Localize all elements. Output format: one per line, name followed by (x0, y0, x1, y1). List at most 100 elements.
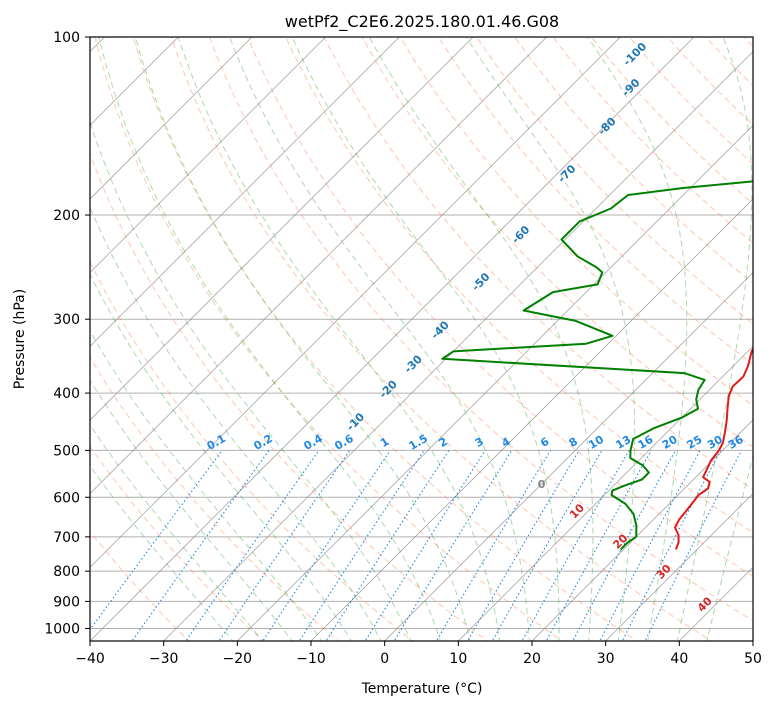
mixing-ratio-line (325, 450, 450, 641)
isotherm-line (0, 10, 58, 653)
moist-adiabat-line (90, 329, 323, 641)
isotherm-line (90, 37, 327, 274)
y-tick-label: 300 (53, 312, 80, 328)
mixing-ratio-line (90, 450, 223, 631)
y-tick-label: 200 (53, 208, 80, 224)
dry-adiabat-label: 40 (695, 594, 715, 614)
isotherm-line (752, 640, 753, 641)
isobar-grid (90, 37, 753, 629)
moist-adiabat-line (586, 37, 688, 641)
mixing-ratio-line (545, 450, 652, 641)
moist-adiabat-label: -30 (402, 352, 425, 375)
x-axis-label: Temperature (°C) (361, 681, 483, 697)
moist-adiabat-line (90, 206, 382, 641)
dry-adiabat-line (437, 37, 753, 365)
moist-adiabat-label: -60 (509, 223, 532, 246)
moist-adiabat-label: -10 (344, 410, 367, 433)
mixing-ratio-label: 6 (538, 435, 551, 450)
isotherm-label: 0 (538, 478, 546, 491)
mixing-ratio-label: 1 (378, 435, 391, 450)
moist-adiabat-line (90, 379, 293, 641)
isotherm-line (236, 124, 753, 641)
x-tick-label: −30 (149, 651, 179, 667)
mixing-ratio-label: 4 (499, 435, 512, 450)
x-tick-label: −10 (296, 651, 326, 667)
mixing-ratio-label: 0.6 (332, 432, 356, 453)
x-tick-label: 40 (670, 651, 688, 667)
dry-adiabat-line (514, 37, 753, 284)
moist-adiabat-line (706, 454, 753, 641)
y-axis: 100 200 300 400 500 600 700 800 900 1000 (44, 30, 90, 637)
isotherm-line (90, 37, 179, 126)
mixing-ratio-label: 10 (586, 433, 606, 452)
moist-adiabat-line (465, 37, 636, 641)
y-tick-label: 500 (53, 443, 80, 459)
isotherm-line (90, 37, 400, 347)
moist-adiabat-label: -90 (619, 76, 642, 99)
isotherm-line (90, 37, 621, 568)
mixing-ratio-label: 1.5 (407, 432, 430, 453)
dewpoint-profile (441, 180, 753, 551)
mixing-ratio-label: 0.2 (252, 432, 275, 453)
moist-adiabat-line (291, 37, 560, 641)
dry-adiabat-line (361, 37, 753, 448)
moist-adiabat-label: -20 (377, 377, 400, 400)
y-tick-label: 700 (53, 530, 80, 546)
x-tick-label: 0 (380, 651, 389, 667)
mixing-ratio-line (185, 450, 320, 641)
mixing-ratio-label: 2 (437, 435, 450, 450)
mixing-ratio-label: 25 (685, 433, 705, 452)
x-axis: −40 −30 −20 −10 0 10 20 30 40 50 (75, 641, 762, 667)
moist-adiabat-line (676, 37, 753, 641)
mixing-ratio-line (644, 450, 742, 641)
dry-adiabat-line (90, 445, 265, 641)
isotherm-line (531, 419, 753, 641)
y-tick-label: 600 (53, 490, 80, 506)
y-tick-label: 800 (53, 564, 80, 580)
plot-area: 0.1 0.2 0.4 0.6 1 1.5 2 3 4 6 8 10 13 16 20 25 30 3601020… (0, 10, 753, 653)
moist-adiabat-line (90, 465, 234, 641)
dry-adiabat-line (132, 37, 638, 641)
y-tick-label: 100 (53, 30, 80, 46)
moist-adiabat-line (98, 37, 441, 641)
isotherm-line (90, 37, 695, 641)
mixing-ratio-label: 0.4 (302, 432, 326, 453)
dry-adiabat-line (552, 37, 753, 244)
mixing-ratio-line (298, 450, 425, 641)
mixing-ratio-line (364, 450, 486, 641)
mixing-ratio-line (599, 450, 701, 641)
moist-adiabat-label: -50 (469, 270, 492, 293)
isotherm-line (163, 51, 753, 641)
isotherm-line (310, 198, 753, 641)
y-tick-label: 400 (53, 386, 80, 402)
dry-adiabat-line (90, 260, 414, 641)
mixing-ratio-line (131, 450, 270, 641)
isotherm-line (90, 37, 474, 421)
dry-adiabats (90, 37, 753, 641)
moist-adiabat-line (90, 273, 352, 641)
isotherm-line (90, 37, 253, 200)
dry-adiabat-line (247, 37, 753, 577)
mixing-ratio-line (218, 450, 351, 641)
dry-adiabat-line (94, 37, 564, 641)
moist-adiabat-line (229, 37, 530, 641)
mixing-ratio-line (572, 450, 676, 641)
isotherm-line (605, 493, 753, 641)
x-tick-label: −20 (223, 651, 253, 667)
isotherm-line (90, 37, 548, 495)
moist-adiabat-label: -80 (595, 115, 618, 138)
y-axis-label: Pressure (hPa) (12, 289, 28, 389)
dry-adiabat-line (170, 37, 713, 641)
mixing-ratio-line (393, 450, 513, 641)
isotherm-grid (0, 10, 753, 653)
isotherm-line (678, 566, 753, 641)
dry-adiabat-line (285, 37, 753, 534)
plot-frame (89, 36, 754, 642)
moist-adiabats (90, 37, 753, 641)
moist-adiabat-label: -70 (555, 162, 578, 185)
mixing-ratio-line (466, 450, 580, 641)
moist-adiabat-line (90, 120, 412, 641)
moist-adiabat-line (90, 423, 264, 641)
dry-adiabat-line (90, 356, 339, 641)
isotherm-line (457, 345, 753, 641)
